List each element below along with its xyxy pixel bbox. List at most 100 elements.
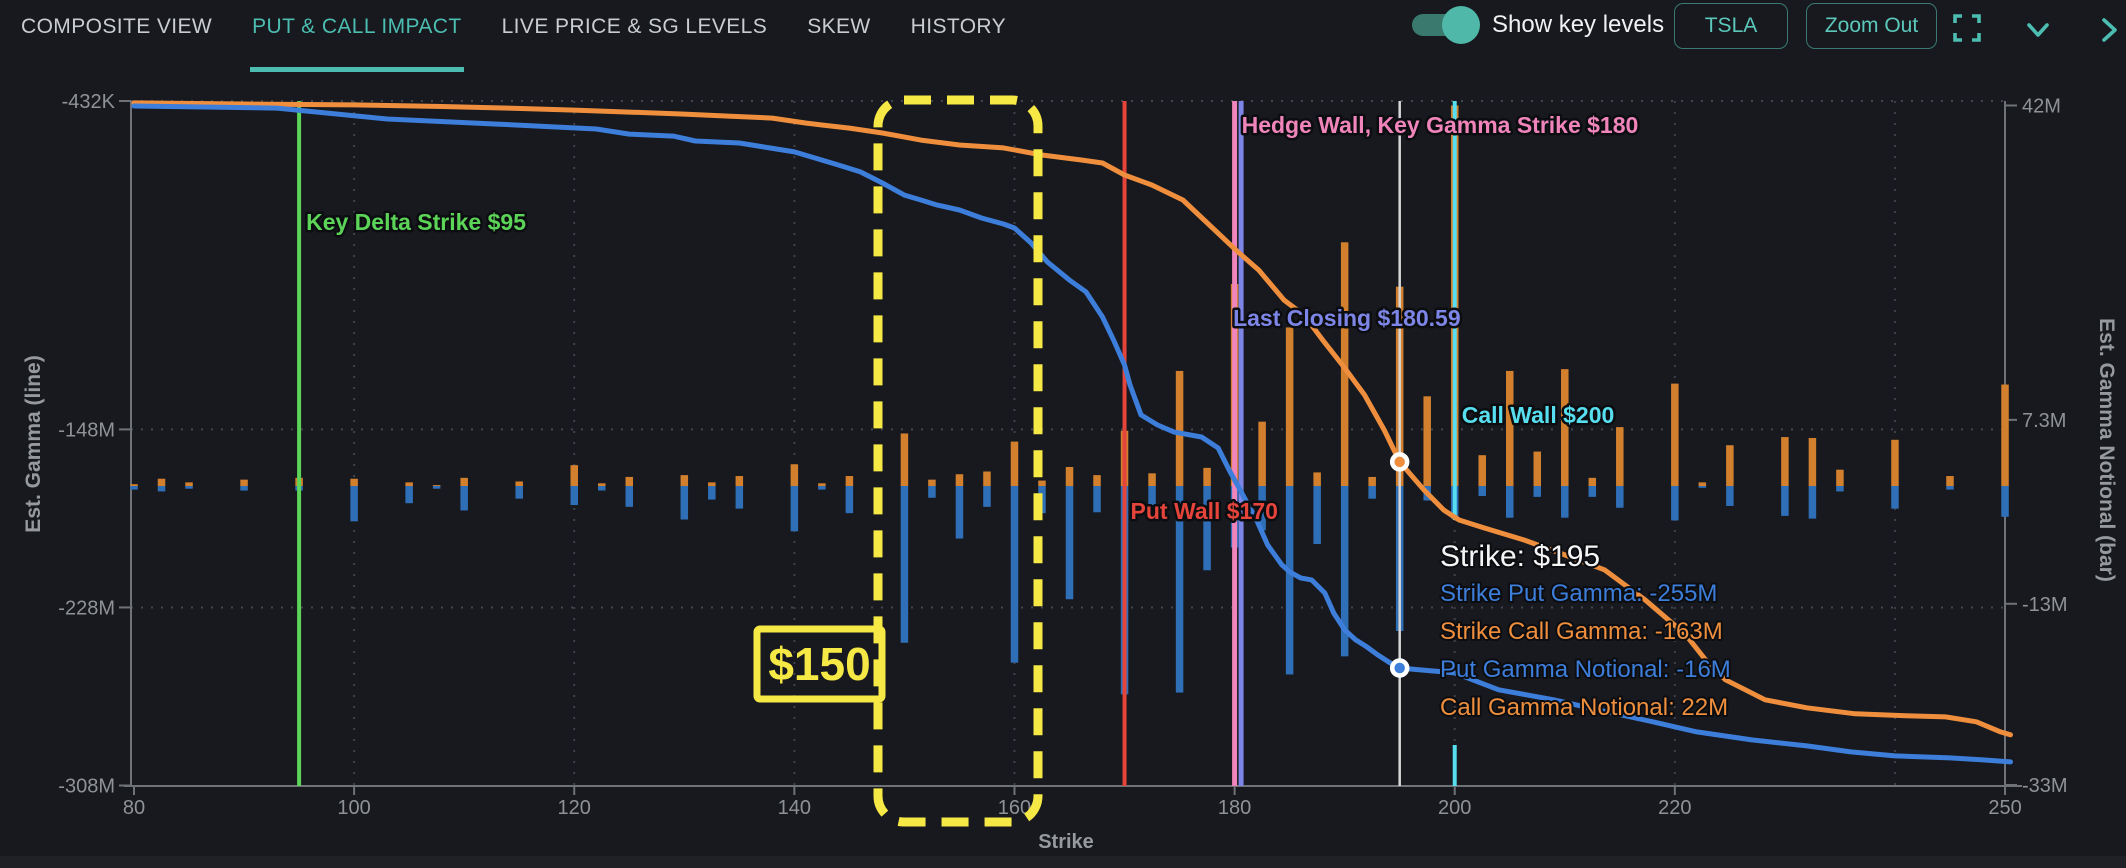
x-axis-tick-label: 120 xyxy=(558,797,591,819)
call-notional-bar xyxy=(1313,472,1321,486)
put-notional-bar xyxy=(460,486,468,511)
put-notional-bar xyxy=(1313,486,1321,544)
put-notional-bar xyxy=(185,486,193,489)
put-notional-bar xyxy=(955,486,964,539)
x-axis-tick-label: 140 xyxy=(778,797,811,819)
put-notional-bar xyxy=(708,486,716,500)
left-axis-tick-label: -148M xyxy=(58,419,115,441)
tooltip-title: Strike: $195 xyxy=(1440,540,1600,573)
chevron-right-icon[interactable] xyxy=(2092,14,2124,46)
tab-skew[interactable]: SKEW xyxy=(807,14,871,38)
call-notional-bar xyxy=(1671,383,1679,486)
call-notional-bar xyxy=(2001,384,2009,486)
put-notional-bar xyxy=(790,486,799,532)
put-notional-bar xyxy=(625,486,634,507)
ticker-button[interactable]: TSLA xyxy=(1674,3,1788,49)
call-notional-bar xyxy=(1065,466,1074,486)
right-axis-title: Est. Gamma Notional (bar) xyxy=(2095,318,2118,582)
put-notional-bar xyxy=(1616,486,1624,508)
put-notional-bar xyxy=(1340,486,1349,657)
call-notional-bar xyxy=(432,485,441,487)
call-notional-bar xyxy=(1148,473,1156,486)
tooltip-row: Put Gamma Notional: -16M xyxy=(1440,656,1731,683)
put-notional-bar xyxy=(1533,486,1542,497)
put-notional-bar xyxy=(598,486,606,491)
put-notional-bar xyxy=(1065,486,1074,600)
price-label-box xyxy=(753,625,886,703)
call-notional-bar xyxy=(928,479,936,486)
call-notional-bar xyxy=(598,483,606,486)
call-notional-bar xyxy=(1726,445,1734,486)
call-notional-bar xyxy=(1258,421,1266,486)
tab-composite-view[interactable]: COMPOSITE VIEW xyxy=(21,14,213,38)
hedge-wall-label: Hedge Wall, Key Gamma Strike $180 xyxy=(1242,112,1639,138)
call-notional-bar xyxy=(983,471,991,486)
call-notional-bar xyxy=(240,479,248,486)
right-axis-tick-label: -13M xyxy=(2022,594,2068,616)
call-notional-bar xyxy=(570,465,578,486)
put-notional-bar xyxy=(240,486,248,491)
put-notional-bar xyxy=(1561,486,1569,518)
x-axis-tick-label: 200 xyxy=(1438,797,1471,819)
tab-history[interactable]: HISTORY xyxy=(910,14,1007,38)
x-axis-title: Strike xyxy=(1038,831,1094,853)
put-gamma-line xyxy=(131,103,2013,765)
call-notional-bar xyxy=(1781,437,1789,486)
call-notional-bar xyxy=(1836,469,1844,486)
call-notional-bar xyxy=(1616,427,1624,486)
call-notional-bar xyxy=(1561,369,1569,486)
zoom-out-button[interactable]: Zoom Out xyxy=(1806,3,1937,49)
call-line-marker xyxy=(1389,452,1410,472)
put-notional-bar xyxy=(157,486,166,492)
call-notional-bar xyxy=(1423,396,1431,486)
tab-bar: COMPOSITE VIEW PUT & CALL IMPACT LIVE PRIC… xyxy=(0,0,2126,72)
call-notional-bar xyxy=(680,475,689,486)
put-notional-bar xyxy=(928,486,936,498)
put-notional-bar xyxy=(405,486,413,504)
put-line-marker xyxy=(1389,658,1410,678)
put-notional-bar xyxy=(1368,486,1376,499)
call-notional-bar xyxy=(625,476,634,486)
header-controls: Show key levels TSLA Zoom Out xyxy=(0,0,2126,56)
chevron-down-icon[interactable] xyxy=(2022,14,2054,46)
put-notional-bar xyxy=(1946,486,1954,490)
right-axis-tick-label: 42M xyxy=(2022,95,2061,117)
call-notional-bar xyxy=(1588,477,1597,486)
put-notional-bar xyxy=(1093,486,1101,513)
call-notional-bar xyxy=(1946,476,1954,486)
call-notional-bar xyxy=(818,483,826,486)
tooltip-row: Call Gamma Notional: 22M xyxy=(1440,694,1728,721)
tooltip-row: Strike Call Gamma: -163M xyxy=(1440,618,1723,645)
put-notional-bar xyxy=(1258,486,1266,531)
put-notional-bar xyxy=(570,486,578,506)
call-notional-bar xyxy=(1533,451,1542,486)
show-key-levels-toggle[interactable] xyxy=(1412,6,1480,44)
call-notional-bar xyxy=(790,464,799,486)
put-notional-bar xyxy=(818,486,826,490)
call-notional-bar xyxy=(1368,476,1376,486)
call-notional-bar xyxy=(157,478,166,486)
call-notional-bar xyxy=(1808,437,1817,486)
put-notional-bar xyxy=(1478,486,1486,496)
tab-live-price-sg-levels[interactable]: LIVE PRICE & SG LEVELS xyxy=(501,14,768,38)
show-key-levels-label: Show key levels xyxy=(1492,11,1665,38)
right-axis-tick-label: -33M xyxy=(2022,775,2068,797)
put-notional-bar xyxy=(1726,486,1734,506)
price-label-150: $150 xyxy=(768,638,870,690)
left-axis-tick-label: -308M xyxy=(58,775,115,797)
call-notional-bar xyxy=(1038,480,1046,486)
put-notional-bar xyxy=(735,486,744,509)
fullscreen-icon[interactable] xyxy=(1951,12,1983,44)
call-notional-bar xyxy=(1891,439,1899,486)
put-notional-bar xyxy=(350,486,358,522)
put-notional-bar xyxy=(1175,486,1184,693)
x-axis-tick-label: 80 xyxy=(123,797,145,819)
key-delta-strike-label: Key Delta Strike $95 xyxy=(306,209,526,235)
left-axis-title: Est. Gamma (line) xyxy=(22,355,45,532)
tab-put-call-impact[interactable]: PUT & CALL IMPACT xyxy=(250,0,464,72)
put-wall-label: Put Wall $170 xyxy=(1131,498,1278,524)
tooltip-row: Strike Put Gamma: -255M xyxy=(1440,580,1717,607)
put-notional-bar xyxy=(845,486,854,514)
left-axis-tick-label: -432K xyxy=(62,91,116,113)
